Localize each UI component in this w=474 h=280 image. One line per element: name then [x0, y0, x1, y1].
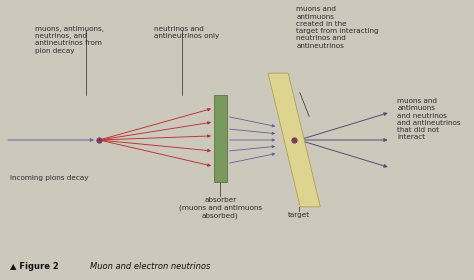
Text: Muon and electron neutrinos: Muon and electron neutrinos [90, 262, 210, 271]
Polygon shape [268, 73, 320, 207]
Text: ▲ Figure 2: ▲ Figure 2 [10, 262, 59, 271]
Bar [214, 95, 227, 182]
Text: incoming pions decay: incoming pions decay [10, 175, 88, 181]
Text: neutrinos and
antineutrinos only: neutrinos and antineutrinos only [155, 26, 219, 39]
Text: muons and
antimuons
and neutrinos
and antineutrinos
that did not
interact: muons and antimuons and neutrinos and an… [397, 98, 461, 141]
Text: target: target [288, 213, 310, 218]
Text: muons and
antimuons
created in the
target from interacting
neutrinos and
antineu: muons and antimuons created in the targe… [296, 6, 379, 48]
Text: absorber
(muons and antimuons
absorbed): absorber (muons and antimuons absorbed) [179, 197, 262, 219]
Text: muons, antimuons,
neutrinos, and
antineutrinos from
pion decay: muons, antimuons, neutrinos, and antineu… [35, 26, 104, 53]
